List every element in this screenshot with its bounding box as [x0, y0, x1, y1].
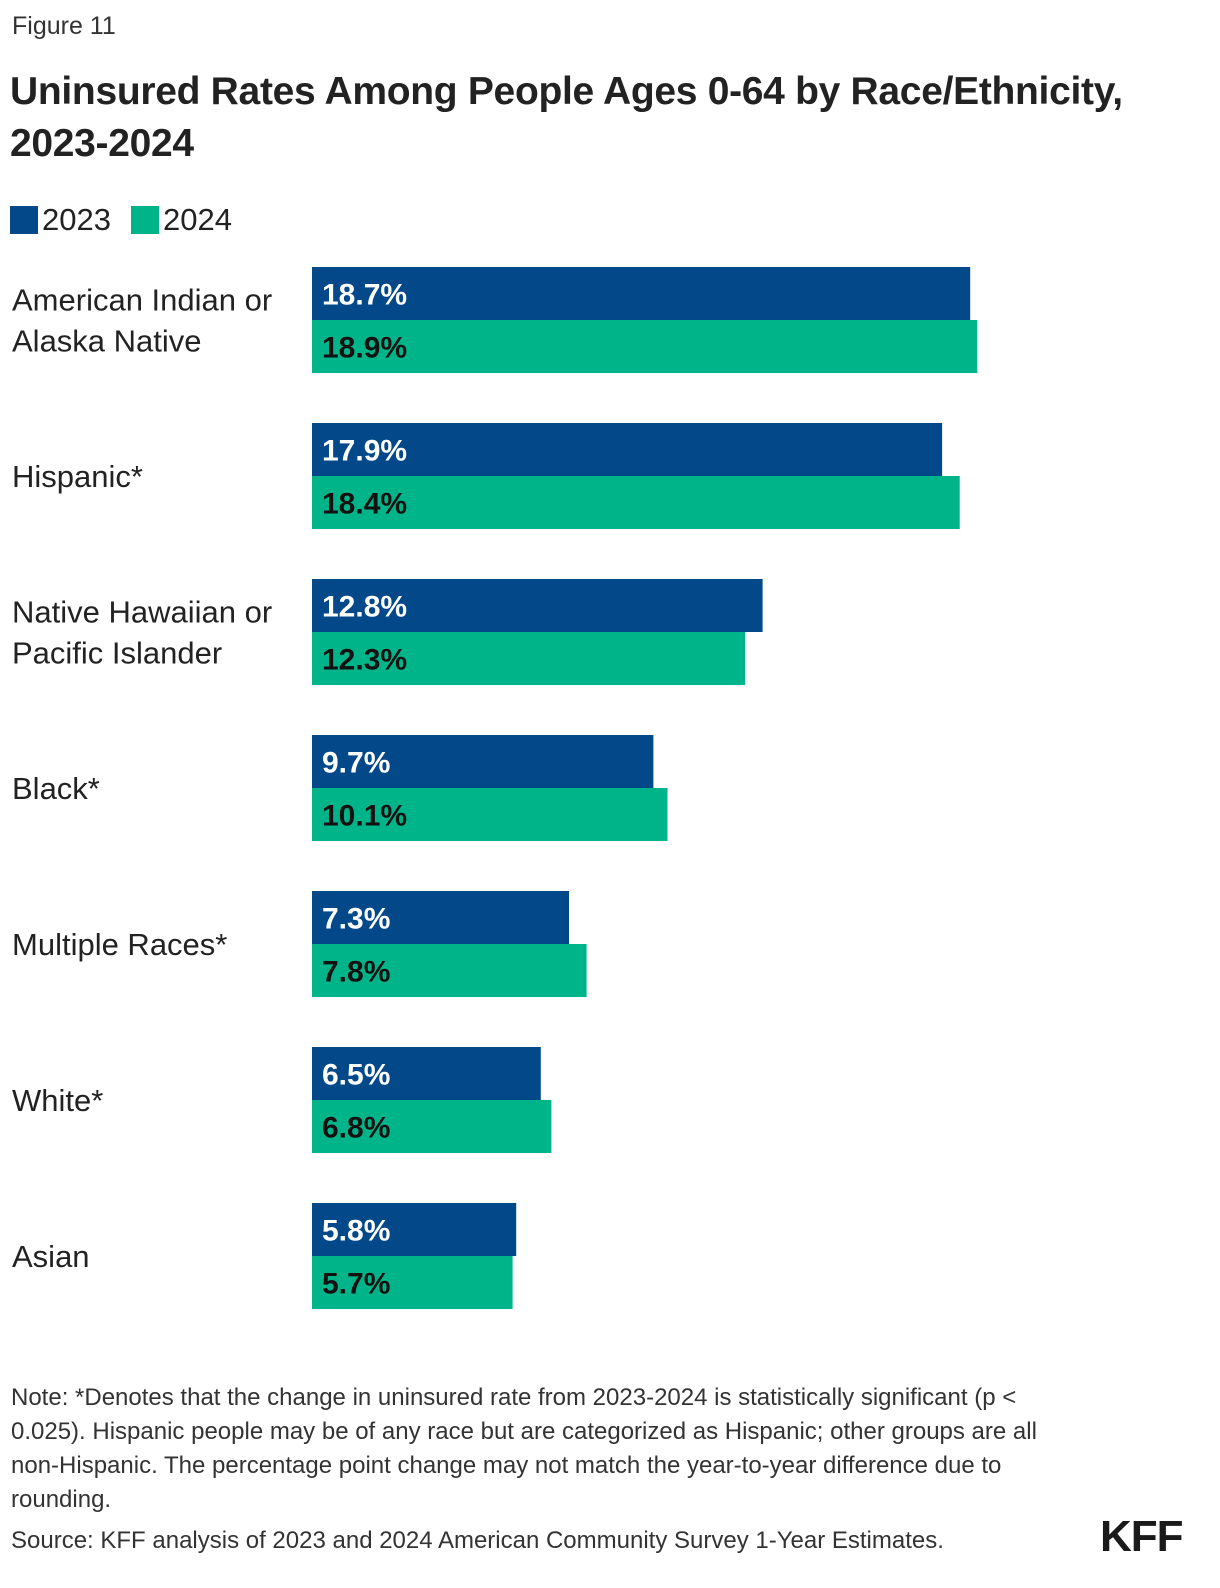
bar-2023 [312, 423, 943, 476]
bar-2023 [312, 735, 654, 788]
data-label-2024: 5.7% [322, 1268, 390, 1301]
category-label: Black* [12, 771, 100, 806]
bar-2023 [312, 891, 569, 944]
category-label: Alaska Native [12, 324, 202, 359]
data-label-2023: 9.7% [322, 747, 390, 780]
data-label-2024: 12.3% [322, 644, 407, 677]
chart-source: Source: KFF analysis of 2023 and 2024 Am… [11, 1527, 944, 1554]
bar-2023 [312, 1203, 517, 1256]
bar-2024 [312, 476, 960, 529]
bar-2023 [312, 1047, 541, 1100]
legend-swatch-2023 [10, 206, 38, 234]
chart-legend: 2023 2024 [10, 200, 252, 240]
category-label: Native Hawaiian or [12, 595, 272, 630]
category-label: Pacific Islander [12, 636, 222, 671]
data-label-2023: 6.5% [322, 1059, 390, 1092]
bar-2024 [312, 632, 745, 685]
data-label-2024: 18.4% [322, 488, 407, 521]
data-label-2024: 18.9% [322, 332, 407, 365]
bar-chart: American Indian or Alaska Native 18.7% 18.9… [12, 267, 978, 1309]
data-label-2023: 5.8% [322, 1215, 390, 1248]
bar-2024 [312, 1100, 552, 1153]
category-label: Multiple Races* [12, 927, 227, 962]
bar-2023 [312, 579, 763, 632]
bar-2023 [312, 267, 971, 320]
category-label: Hispanic* [12, 459, 143, 494]
category-label: Asian [12, 1239, 90, 1274]
legend-label-2023: 2023 [42, 202, 111, 237]
bar-2024 [312, 1256, 513, 1309]
figure-label: Figure 11 [12, 12, 116, 40]
data-label-2024: 7.8% [322, 956, 390, 989]
chart-note: Note: *Denotes that the change in uninsu… [11, 1384, 1037, 1513]
bar-2024 [312, 320, 978, 373]
legend-item-2024: 2024 [130, 202, 232, 238]
data-label-2023: 12.8% [322, 591, 407, 624]
kff-logo: KFF [1100, 1512, 1184, 1561]
bar-2024 [312, 788, 668, 841]
category-label: American Indian or [12, 283, 272, 318]
data-label-2023: 17.9% [322, 435, 407, 468]
legend-label-2024: 2024 [162, 202, 232, 237]
data-label-2024: 10.1% [322, 800, 407, 833]
chart-title: Uninsured Rates Among People Ages 0-64 b… [10, 70, 1123, 165]
legend-swatch-2024 [130, 206, 159, 234]
category-label: White* [12, 1083, 103, 1118]
data-label-2023: 18.7% [322, 279, 407, 312]
legend-item-2023: 2023 [10, 202, 111, 238]
bar-2024 [312, 944, 587, 997]
data-label-2023: 7.3% [322, 903, 390, 936]
data-label-2024: 6.8% [322, 1112, 390, 1145]
